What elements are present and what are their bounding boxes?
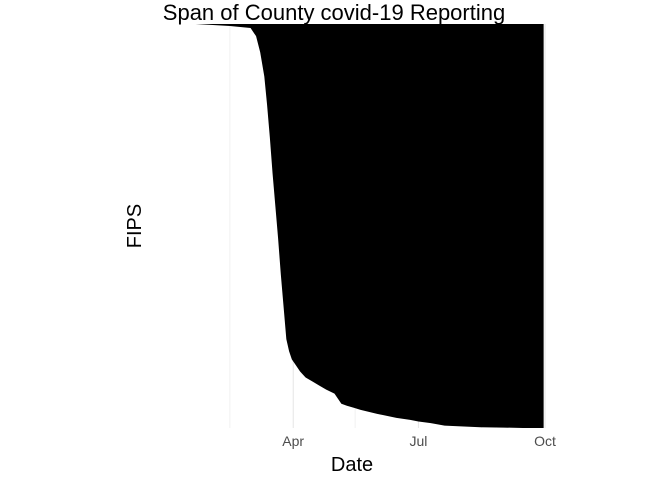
y-axis-title: FIPS [124,204,146,248]
chart-title: Span of County covid-19 Reporting [163,0,505,25]
x-tick-label: Oct [534,433,556,449]
x-tick-label: Jul [409,433,427,449]
county-reporting-span-area [195,24,544,428]
x-tick-label: Apr [282,433,304,449]
x-axis-title: Date [331,454,373,476]
x-axis-ticks: Apr Jul Oct [282,433,556,449]
